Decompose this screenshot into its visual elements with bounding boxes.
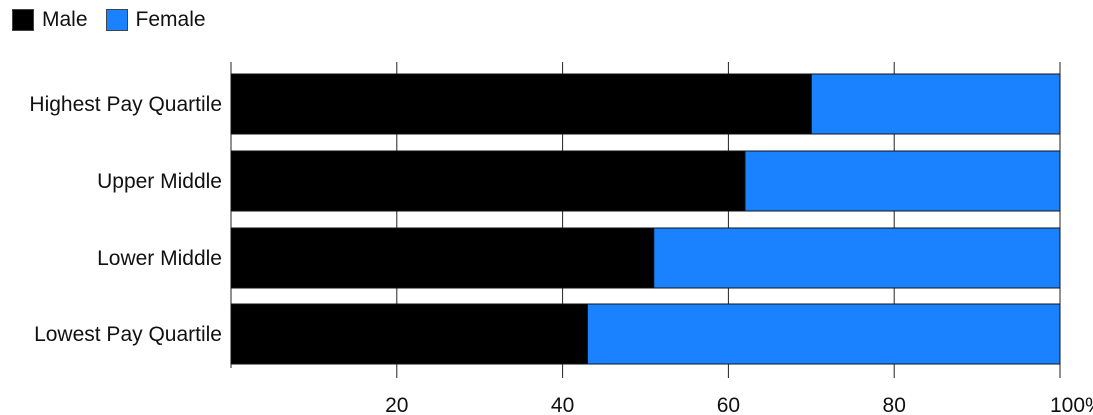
bar-male-1 — [230, 150, 746, 212]
legend-item-female: Female — [105, 8, 206, 32]
legend-swatch-male — [12, 9, 34, 31]
bar-male-3 — [230, 303, 588, 365]
legend-label-male: Male — [42, 8, 88, 31]
bar-female-3 — [586, 303, 1061, 365]
x-tick-label-100: 100% — [1050, 394, 1093, 415]
bar-male-0 — [230, 73, 812, 135]
x-tick-label-40: 40 — [551, 394, 574, 415]
bar-male-2 — [230, 227, 655, 289]
category-label-3: Lowest Pay Quartile — [34, 323, 222, 346]
legend: Male Female — [12, 8, 224, 32]
bar-female-2 — [653, 227, 1061, 289]
x-tick-label-80: 80 — [883, 394, 906, 415]
category-label-0: Highest Pay Quartile — [29, 93, 222, 116]
category-label-1: Upper Middle — [97, 170, 222, 193]
x-tick-label-60: 60 — [717, 394, 740, 415]
legend-item-male: Male — [12, 8, 88, 32]
bar-female-0 — [810, 73, 1061, 135]
legend-label-female: Female — [135, 8, 206, 31]
x-tick-label-20: 20 — [385, 394, 408, 415]
bar-female-1 — [744, 150, 1061, 212]
category-label-2: Lower Middle — [97, 247, 222, 270]
legend-swatch-female — [105, 9, 128, 31]
